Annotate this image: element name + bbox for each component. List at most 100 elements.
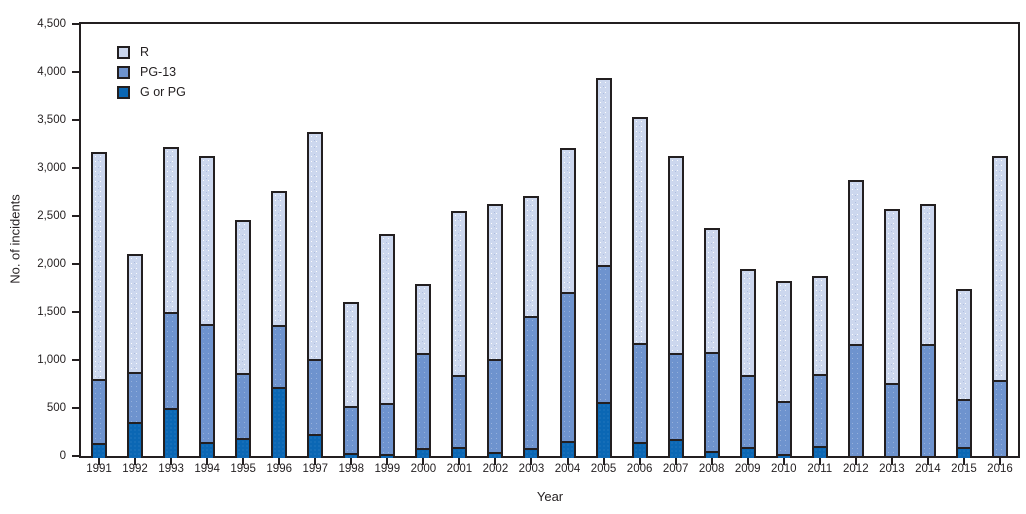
segment-PG-13	[237, 373, 250, 438]
segment-G-or-PG	[993, 456, 1006, 458]
x-axis-tick	[242, 458, 245, 465]
segment-PG-13	[273, 325, 286, 387]
segment-R	[453, 213, 466, 375]
legend-label: PG-13	[140, 64, 177, 79]
bar-2013	[883, 209, 900, 458]
x-axis-tick	[962, 458, 965, 465]
y-axis-tick-label: 2,000	[37, 258, 66, 270]
bar-2003	[523, 196, 540, 458]
y-axis-tick-label: 1,500	[37, 306, 66, 318]
segment-PG-13	[777, 401, 790, 454]
segment-G-or-PG	[741, 447, 754, 458]
x-axis-tick-label: 1998	[338, 463, 365, 475]
x-axis-tick	[386, 458, 389, 465]
x-axis-tick	[170, 458, 173, 465]
legend-item: PG-13	[117, 62, 186, 82]
segment-PG-13	[525, 316, 538, 448]
x-axis-tick	[782, 458, 785, 465]
x-axis-tick	[98, 458, 101, 465]
segment-G-or-PG	[849, 456, 862, 458]
segment-R	[525, 198, 538, 316]
x-axis-tick	[134, 458, 137, 465]
bar-2007	[667, 156, 684, 458]
segment-R	[669, 158, 682, 353]
bar-2009	[739, 269, 756, 458]
y-axis-tick-label: 3,500	[37, 114, 66, 126]
x-axis-tick-label: 2008	[698, 463, 725, 475]
x-axis-tick	[350, 458, 353, 465]
segment-R	[381, 236, 394, 403]
y-axis-tick	[72, 71, 79, 73]
segment-PG-13	[597, 265, 610, 402]
segment-G-or-PG	[957, 447, 970, 458]
legend-item: R	[117, 42, 186, 62]
y-axis-tick-label: 3,000	[37, 162, 66, 174]
segment-R	[993, 158, 1006, 380]
segment-G-or-PG	[453, 447, 466, 458]
x-axis-tick-label: 1993	[158, 463, 184, 475]
segment-R	[93, 154, 106, 379]
bar-2014	[919, 204, 936, 458]
segment-G-or-PG	[597, 402, 610, 458]
segment-G-or-PG	[921, 456, 934, 458]
bar-2015	[955, 289, 972, 458]
bar-1992	[127, 254, 144, 458]
segment-G-or-PG	[813, 446, 826, 458]
segment-R	[309, 134, 322, 359]
bar-2010	[775, 281, 792, 458]
segment-R	[777, 283, 790, 401]
segment-G-or-PG	[201, 442, 214, 458]
y-axis-tick	[72, 23, 79, 25]
segment-R	[921, 206, 934, 344]
segment-PG-13	[129, 372, 142, 422]
x-axis-tick-label: 2005	[590, 463, 617, 475]
segment-PG-13	[957, 399, 970, 447]
x-axis-tick-label: 2009	[734, 463, 761, 475]
y-axis-tick	[72, 407, 79, 409]
y-axis-tick	[72, 455, 79, 457]
bar-1991	[91, 152, 108, 458]
legend-item: G or PG	[117, 82, 186, 102]
y-axis-tick	[72, 119, 79, 121]
segment-R	[705, 230, 718, 352]
segment-PG-13	[885, 383, 898, 456]
x-axis-tick	[422, 458, 425, 465]
segment-PG-13	[309, 359, 322, 434]
y-axis-tick	[72, 167, 79, 169]
segment-G-or-PG	[777, 454, 790, 458]
x-axis-tick	[314, 458, 317, 465]
x-axis-tick-label: 1997	[302, 463, 329, 475]
legend-label: G or PG	[140, 84, 186, 99]
segment-R	[417, 286, 430, 353]
segment-R	[957, 291, 970, 399]
x-axis-tick-label: 2014	[915, 463, 941, 475]
bar-1993	[163, 147, 180, 458]
x-axis-tick-label: 1994	[194, 463, 220, 475]
segment-R	[165, 149, 178, 312]
segment-G-or-PG	[669, 439, 682, 458]
segment-PG-13	[561, 292, 574, 441]
x-axis-tick	[854, 458, 857, 465]
x-axis-tick-label: 2006	[626, 463, 653, 475]
segment-PG-13	[669, 353, 682, 439]
x-axis-tick-label: 2013	[879, 463, 905, 475]
segment-G-or-PG	[705, 451, 718, 458]
segment-G-or-PG	[417, 448, 430, 458]
segment-R	[237, 222, 250, 373]
x-axis-tick	[566, 458, 569, 465]
y-axis-tick-label: 1,000	[37, 354, 66, 366]
segment-G-or-PG	[237, 438, 250, 458]
segment-R	[489, 206, 502, 359]
segment-R	[561, 150, 574, 292]
bar-1997	[307, 132, 324, 458]
segment-G-or-PG	[165, 408, 178, 458]
x-axis-tick-label: 2001	[446, 463, 473, 475]
segment-PG-13	[921, 344, 934, 456]
x-axis-tick	[674, 458, 677, 465]
segment-PG-13	[849, 344, 862, 456]
x-axis-tick-label: 2004	[554, 463, 581, 475]
x-axis-tick-label: 1996	[266, 463, 292, 475]
segment-PG-13	[381, 403, 394, 454]
segment-PG-13	[705, 352, 718, 451]
y-axis-tick	[72, 359, 79, 361]
